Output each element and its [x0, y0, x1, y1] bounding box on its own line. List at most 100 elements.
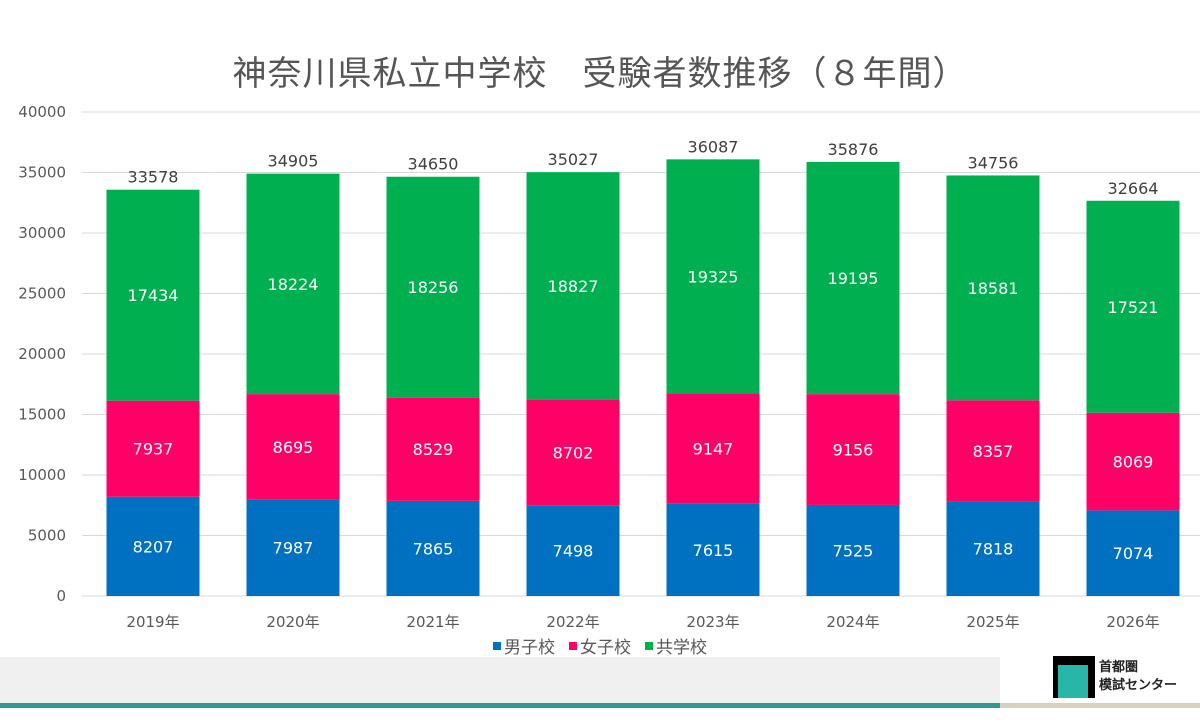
bar-segment [106, 189, 200, 401]
segment-data-label: 7937 [133, 440, 174, 459]
bar-segment [946, 175, 1040, 401]
segment-data-label: 8207 [133, 537, 174, 556]
bar-segment [106, 400, 200, 497]
bar-segment [386, 500, 480, 596]
bar-segment [806, 394, 900, 505]
y-tick-label: 10000 [18, 466, 66, 484]
y-tick-label: 30000 [18, 224, 66, 242]
bar-group: 8207 7937 17434 33578 [106, 168, 200, 596]
total-data-label: 35876 [828, 140, 879, 159]
bar-segment [806, 161, 900, 395]
total-data-label: 32664 [1108, 179, 1159, 198]
segment-data-label: 8357 [973, 442, 1014, 461]
legend-item-girls: 女子校 [569, 633, 631, 658]
x-axis-ticks: 2019年 2020年 2021年 2022年 2023年 2024年 2025年 2026年 [126, 613, 1159, 631]
y-tick-label: 40000 [18, 103, 66, 121]
footer-accent-line [0, 703, 1000, 708]
bar-group: 7074 8069 17521 32664 [1086, 179, 1180, 596]
x-tick-label: 2019年 [126, 613, 179, 631]
segment-data-label: 7865 [413, 539, 454, 558]
bar-group: 7498 8702 18827 35027 [526, 150, 620, 596]
footer-band [0, 657, 1000, 703]
bar-group: 7865 8529 18256 34650 [386, 155, 480, 596]
legend-label-girls: 女子校 [580, 638, 631, 658]
segment-data-label: 7525 [833, 541, 874, 560]
chart-title: 神奈川県私立中学校 受験者数推移（８年間） [232, 54, 968, 94]
bar-segment [946, 501, 1040, 596]
bar-group: 7615 9147 19325 36087 [666, 137, 760, 596]
bar-segment [526, 399, 620, 506]
segment-data-label: 7498 [553, 542, 594, 561]
legend-swatch-girls [569, 641, 577, 650]
y-tick-label: 20000 [18, 345, 66, 363]
bar-segment [386, 176, 480, 398]
bar-segment [1086, 412, 1180, 511]
segment-data-label: 18256 [408, 278, 459, 297]
legend-swatch-coed [645, 641, 653, 650]
bar-segment [1086, 200, 1180, 413]
segment-data-label: 7074 [1113, 544, 1154, 563]
total-data-label: 34756 [968, 153, 1019, 172]
legend-label-boys: 男子校 [504, 638, 555, 658]
legend-item-coed: 共学校 [645, 633, 707, 658]
logo-text: 首都圏 模試センター [1099, 659, 1177, 695]
total-data-label: 34650 [408, 155, 459, 174]
bar-segment [106, 496, 200, 596]
logo: 首都圏 模試センター [1053, 656, 1177, 698]
bar-segment [666, 503, 760, 596]
y-tick-label: 15000 [18, 406, 66, 424]
legend-item-boys: 男子校 [493, 633, 555, 658]
bar-segment [806, 504, 900, 596]
bar-group: 7987 8695 18224 34905 [246, 152, 340, 596]
x-tick-label: 2023年 [686, 613, 739, 631]
logo-mark-icon [1053, 656, 1095, 698]
total-data-label: 35027 [548, 150, 599, 169]
segment-data-label: 7818 [973, 540, 1014, 559]
segment-data-label: 8069 [1113, 453, 1154, 472]
logo-line-1: 首都圏 [1099, 660, 1139, 675]
segment-data-label: 8529 [413, 440, 454, 459]
y-tick-label: 35000 [18, 164, 66, 182]
bar-segment [666, 159, 760, 394]
total-data-label: 33578 [128, 168, 179, 187]
y-tick-label: 0 [56, 587, 66, 605]
logo-line-2: 模試センター [1099, 678, 1178, 693]
x-tick-label: 2020年 [266, 613, 319, 631]
segment-data-label: 19325 [688, 267, 739, 286]
segment-data-label: 7615 [693, 541, 734, 560]
bar-segment [246, 173, 340, 395]
x-tick-label: 2021年 [406, 613, 459, 631]
footer-accent-line-right [1000, 703, 1200, 708]
segment-data-label: 9147 [693, 440, 734, 459]
total-data-label: 36087 [688, 137, 739, 156]
y-tick-label: 5000 [28, 527, 66, 545]
y-tick-label: 25000 [18, 285, 66, 303]
segment-data-label: 8695 [273, 438, 314, 457]
segment-data-label: 17434 [128, 286, 179, 305]
segment-data-label: 19195 [828, 269, 879, 288]
bar-group: 7818 8357 18581 34756 [946, 153, 1040, 596]
x-tick-label: 2025年 [966, 613, 1019, 631]
segment-data-label: 17521 [1108, 298, 1159, 317]
legend-label-coed: 共学校 [656, 638, 707, 658]
bar-segment [526, 505, 620, 596]
bar-segment [666, 393, 760, 504]
x-tick-label: 2026年 [1106, 613, 1159, 631]
segment-data-label: 9156 [833, 441, 874, 460]
segment-data-label: 7987 [273, 539, 314, 558]
bar-segment [946, 400, 1040, 502]
bar-segment [246, 394, 340, 500]
segment-data-label: 18827 [548, 277, 599, 296]
legend-swatch-boys [493, 641, 501, 650]
bars: 8207 7937 17434 33578 7987 8695 18224 34905 7865… [106, 137, 1180, 596]
bar-group: 7525 9156 19195 35876 [806, 140, 900, 596]
x-tick-label: 2022年 [546, 613, 599, 631]
segment-data-label: 8702 [553, 444, 594, 463]
bar-segment [1086, 510, 1180, 596]
x-tick-label: 2024年 [826, 613, 879, 631]
legend: 男子校 女子校 共学校 [0, 633, 1200, 658]
segment-data-label: 18581 [968, 279, 1019, 298]
y-axis-ticks: 0 5000 10000 15000 20000 25000 30000 35000 40000 [18, 103, 66, 605]
bar-segment [246, 499, 340, 596]
